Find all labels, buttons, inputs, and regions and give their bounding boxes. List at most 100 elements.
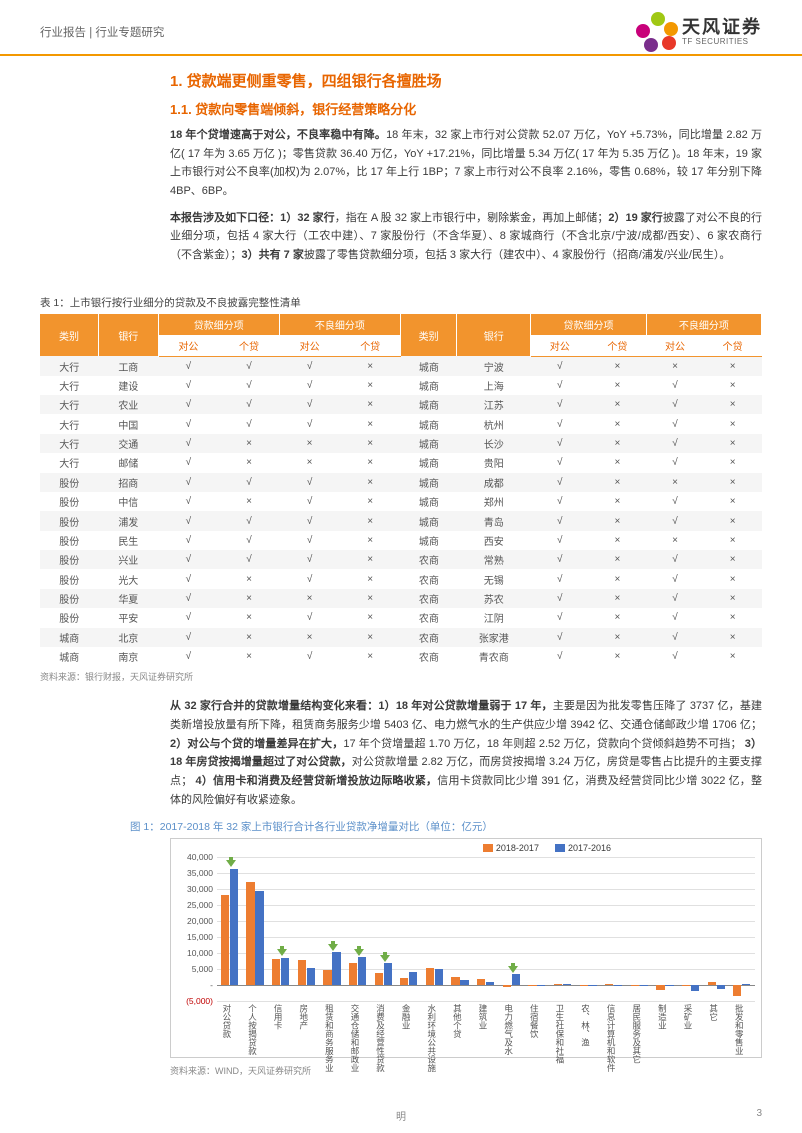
x-axis-label: 采矿业 bbox=[682, 1004, 694, 1030]
y-axis-label: - bbox=[173, 980, 213, 990]
bar bbox=[640, 985, 648, 986]
y-axis-label: 25,000 bbox=[173, 900, 213, 910]
bar bbox=[246, 882, 254, 986]
arrow-icon bbox=[226, 857, 236, 867]
table-row: 大行建设√√√× bbox=[40, 376, 401, 395]
table-row: 城商杭州√×√× bbox=[401, 414, 762, 433]
table-row: 城商长沙√×√× bbox=[401, 434, 762, 453]
x-axis-label: 租赁和商务服务业 bbox=[323, 1004, 335, 1072]
logo: 天风证券 TF SECURITIES bbox=[640, 14, 762, 50]
paragraph-2: 本报告涉及如下口径：1）32 家行，指在 A 股 32 家上市银行中，剔除紫金，… bbox=[170, 209, 762, 265]
bar bbox=[682, 985, 690, 986]
arrow-icon bbox=[508, 963, 518, 973]
table-row: 股份招商√√√× bbox=[40, 473, 401, 492]
x-axis-label: 水利环境公共设施 bbox=[426, 1004, 438, 1072]
x-axis-label: 消费及经营性贷款 bbox=[375, 1004, 387, 1072]
legend-label-b: 2017-2016 bbox=[568, 843, 611, 853]
bar bbox=[528, 985, 536, 986]
table-row: 城商宁波√××× bbox=[401, 356, 762, 375]
heading-2: 1.1. 贷款向零售端倾斜，银行经营策略分化 bbox=[170, 99, 762, 118]
bar bbox=[717, 985, 725, 989]
bar bbox=[460, 980, 468, 985]
paragraph-1: 18 年个贷增速高于对公，不良率稳中有降。18 年末，32 家上市行对公贷款 5… bbox=[170, 126, 762, 201]
bar bbox=[332, 952, 340, 985]
table-wrap: 类别银行贷款细分项不良细分项对公个贷对公个贷大行工商√√√×大行建设√√√×大行… bbox=[40, 314, 762, 667]
legend-swatch-b bbox=[555, 844, 565, 852]
bar bbox=[272, 959, 280, 985]
legend-label-a: 2018-2017 bbox=[496, 843, 539, 853]
bar bbox=[477, 979, 485, 986]
arrow-icon bbox=[354, 946, 364, 956]
bar bbox=[375, 973, 383, 986]
table-row: 大行中国√√√× bbox=[40, 414, 401, 433]
bar bbox=[255, 891, 263, 985]
bar bbox=[435, 969, 443, 986]
x-axis-label: 信息计算机和软件 bbox=[605, 1004, 617, 1072]
y-axis-label: 20,000 bbox=[173, 916, 213, 926]
x-axis-label: 居民服务及其它 bbox=[631, 1004, 643, 1064]
y-axis-label: 30,000 bbox=[173, 884, 213, 894]
table-row: 大行工商√√√× bbox=[40, 356, 401, 375]
bar bbox=[605, 984, 613, 985]
x-axis-label: 批发和零售业 bbox=[733, 1004, 745, 1055]
page-number: 3 bbox=[756, 1108, 762, 1119]
table-right: 类别银行贷款细分项不良细分项对公个贷对公个贷城商宁波√×××城商上海√×√×城商… bbox=[401, 314, 762, 667]
legend-swatch-a bbox=[483, 844, 493, 852]
heading-1: 1. 贷款端更侧重零售，四组银行各擅胜场 bbox=[170, 70, 762, 91]
bar bbox=[400, 978, 408, 985]
x-axis-label: 其它 bbox=[708, 1004, 720, 1021]
bar bbox=[323, 970, 331, 986]
table-row: 农商江阴√×√× bbox=[401, 608, 762, 627]
logo-icon bbox=[640, 14, 676, 50]
table-row: 大行农业√√√× bbox=[40, 395, 401, 414]
bar bbox=[614, 985, 622, 986]
table-row: 农商张家港√×√× bbox=[401, 628, 762, 647]
bar bbox=[221, 895, 229, 985]
x-axis-label: 建筑业 bbox=[477, 1004, 489, 1030]
y-axis-label: 5,000 bbox=[173, 964, 213, 974]
bar bbox=[307, 968, 315, 986]
arrow-icon bbox=[380, 952, 390, 962]
bar bbox=[742, 984, 750, 985]
arrow-icon bbox=[328, 941, 338, 951]
table-row: 股份中信√×√× bbox=[40, 492, 401, 511]
x-axis-label: 金融业 bbox=[400, 1004, 412, 1030]
x-axis-label: 住宿餐饮 bbox=[528, 1004, 540, 1038]
table-row: 城商江苏√×√× bbox=[401, 395, 762, 414]
bar bbox=[588, 985, 596, 986]
logo-text-cn: 天风证券 bbox=[682, 18, 762, 38]
table-row: 农商无锡√×√× bbox=[401, 569, 762, 588]
table-row: 大行交通√××× bbox=[40, 434, 401, 453]
table-row: 城商郑州√×√× bbox=[401, 492, 762, 511]
chart-title: 图 1：2017-2018 年 32 家上市银行合计各行业贷款净增量对比（单位：… bbox=[0, 819, 802, 834]
x-axis-label: 信用卡 bbox=[272, 1004, 284, 1030]
x-axis-label: 个人按揭贷款 bbox=[246, 1004, 258, 1055]
y-axis-label: 15,000 bbox=[173, 932, 213, 942]
bar bbox=[298, 960, 306, 985]
bar bbox=[426, 968, 434, 985]
chart: 2018-2017 2017-2016 (5,000)-5,00010,0001… bbox=[170, 838, 762, 1058]
table-row: 城商北京√××× bbox=[40, 628, 401, 647]
bar bbox=[631, 985, 639, 986]
table-row: 股份华夏√××× bbox=[40, 589, 401, 608]
bar bbox=[708, 982, 716, 986]
bar bbox=[554, 984, 562, 986]
table-row: 股份兴业√√√× bbox=[40, 550, 401, 569]
table-row: 城商南京√×√× bbox=[40, 647, 401, 666]
table-caption: 表 1：上市银行按行业细分的贷款及不良披露完整性清单 bbox=[40, 295, 762, 310]
x-axis-label: 房地产 bbox=[298, 1004, 310, 1030]
table-row: 城商贵阳√×√× bbox=[401, 453, 762, 472]
y-axis-label: 10,000 bbox=[173, 948, 213, 958]
bar bbox=[656, 985, 664, 989]
bar bbox=[512, 974, 520, 985]
y-axis-label: 40,000 bbox=[173, 852, 213, 862]
bar bbox=[230, 869, 238, 986]
table-left: 类别银行贷款细分项不良细分项对公个贷对公个贷大行工商√√√×大行建设√√√×大行… bbox=[40, 314, 401, 667]
x-axis-label: 电力燃气及水 bbox=[503, 1004, 515, 1055]
logo-text-en: TF SECURITIES bbox=[682, 38, 762, 47]
y-axis-label: 35,000 bbox=[173, 868, 213, 878]
table-row: 农商青农商√×√× bbox=[401, 647, 762, 666]
footer: 明 3 bbox=[0, 1108, 802, 1119]
bar bbox=[451, 977, 459, 985]
paragraph-3: 从 32 家行合并的贷款增量结构变化来看：1）18 年对公贷款增量弱于 17 年… bbox=[170, 697, 762, 809]
